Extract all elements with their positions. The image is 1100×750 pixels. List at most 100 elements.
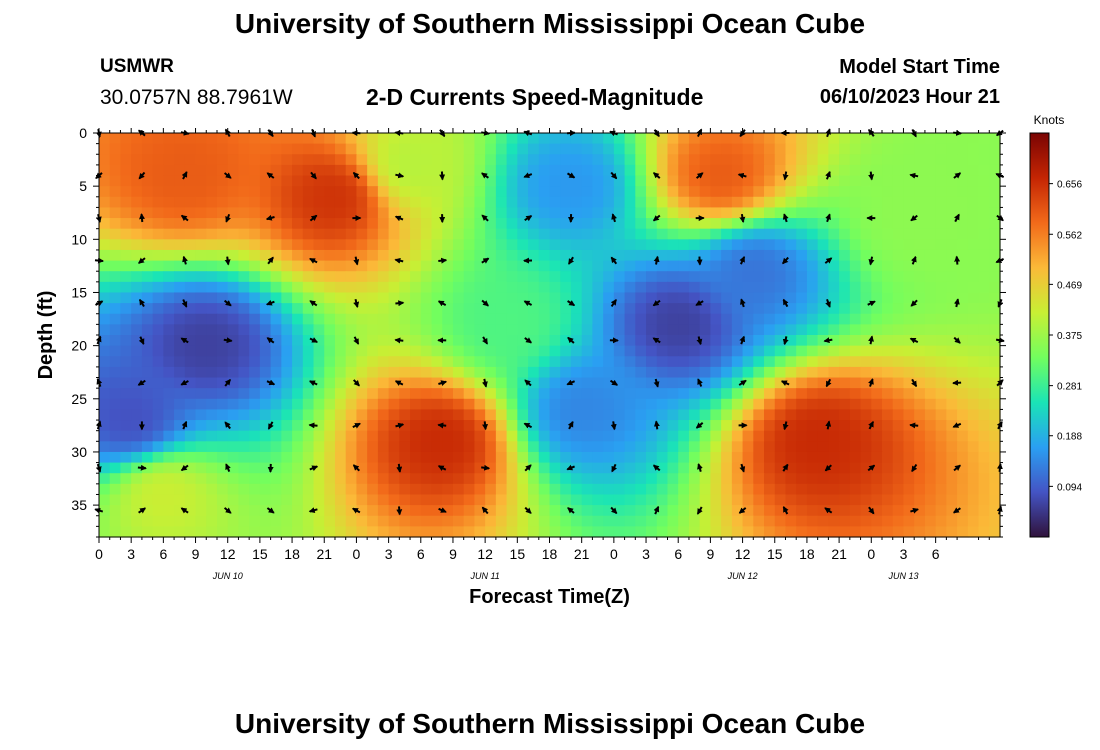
y-tick-label: 20	[71, 338, 87, 354]
heat-cell	[839, 228, 851, 240]
heat-cell	[452, 473, 465, 485]
heat-cell	[431, 207, 443, 219]
heat-cell	[882, 420, 894, 432]
heat-cell	[517, 441, 529, 453]
heat-cell	[731, 483, 744, 496]
heat-cell	[249, 186, 261, 198]
heat-cell	[538, 313, 551, 325]
heat-cell	[914, 409, 926, 421]
heat-cell	[334, 335, 347, 347]
heat-cell	[678, 526, 690, 538]
heat-cell	[892, 281, 905, 294]
heat-cell	[742, 133, 754, 145]
heat-cell	[592, 441, 604, 453]
heat-cell	[506, 409, 518, 421]
heat-cell	[753, 505, 765, 517]
heat-cell	[410, 133, 422, 145]
heat-cell	[903, 207, 915, 219]
heat-cell	[635, 281, 647, 294]
heat-cell	[742, 249, 754, 262]
heat-cell	[517, 196, 529, 209]
heat-cell	[270, 218, 282, 230]
heat-cell	[184, 196, 197, 209]
heat-cell	[399, 473, 411, 485]
heat-cell	[699, 377, 711, 389]
current-vector	[482, 421, 489, 431]
heat-cell	[281, 366, 293, 379]
heat-cell	[420, 207, 433, 219]
x-tick-label: 3	[127, 546, 135, 562]
heat-cell	[849, 218, 862, 230]
heat-cell	[216, 207, 229, 219]
heat-cell	[742, 388, 754, 400]
heat-cell	[613, 441, 626, 453]
heat-cell	[656, 324, 669, 336]
current-vector	[265, 299, 275, 306]
heat-cell	[796, 186, 808, 198]
heat-cell	[678, 494, 690, 506]
heat-cell	[624, 303, 636, 315]
heat-cell	[667, 420, 679, 432]
heat-cell	[270, 462, 282, 474]
heat-cell	[613, 505, 626, 517]
heat-cell	[452, 218, 465, 230]
current-vector	[309, 300, 318, 307]
heat-cell	[463, 420, 476, 432]
heat-cell	[678, 473, 690, 485]
heat-cell	[174, 377, 186, 389]
heat-cell	[259, 430, 272, 442]
heat-cell	[967, 218, 980, 230]
heat-cell	[731, 515, 744, 527]
heat-cell	[903, 281, 915, 294]
heat-cell	[796, 228, 808, 240]
current-vector	[825, 298, 831, 308]
current-vector	[782, 336, 789, 346]
heat-cell	[485, 143, 497, 155]
heat-cell	[367, 260, 379, 272]
heat-cell	[206, 196, 218, 209]
heat-cell	[474, 239, 486, 251]
heat-cell	[603, 483, 615, 496]
heat-cell	[967, 239, 980, 251]
heat-cell	[774, 515, 787, 527]
heat-cell	[227, 228, 240, 240]
heat-cell	[989, 420, 1001, 432]
heat-cell	[656, 207, 669, 219]
heat-cell	[699, 398, 711, 411]
heat-cell	[377, 366, 390, 379]
heat-cell	[99, 345, 111, 357]
heat-cell	[699, 175, 711, 187]
heat-cell	[420, 441, 433, 453]
heat-cell	[935, 335, 947, 347]
heat-cell	[946, 398, 958, 411]
heat-cell	[839, 377, 851, 389]
heat-cell	[935, 483, 947, 496]
heat-cell	[635, 207, 647, 219]
heat-cell	[839, 292, 851, 304]
heat-cell	[560, 366, 572, 379]
heat-cell	[549, 462, 561, 474]
heat-cell	[817, 292, 829, 304]
heat-cell	[699, 218, 711, 230]
heat-cell	[613, 366, 626, 379]
heat-cell	[141, 335, 154, 347]
heat-cell	[195, 175, 207, 187]
heat-cell	[957, 409, 969, 421]
heat-cell	[399, 451, 411, 464]
heat-cell	[463, 133, 476, 145]
heat-cell	[292, 420, 304, 432]
heat-cell	[109, 324, 122, 336]
heat-cell	[184, 494, 197, 506]
heat-cell	[592, 154, 604, 166]
heat-cell	[731, 345, 744, 357]
heat-cell	[978, 164, 990, 177]
heat-cell	[216, 451, 229, 464]
heat-cell	[227, 462, 240, 474]
heat-cell	[388, 239, 400, 251]
heat-cell	[624, 239, 636, 251]
heat-cell	[485, 388, 497, 400]
heat-cell	[839, 451, 851, 464]
heat-cell	[259, 526, 272, 538]
heat-cell	[871, 451, 883, 464]
heat-cell	[989, 186, 1001, 198]
